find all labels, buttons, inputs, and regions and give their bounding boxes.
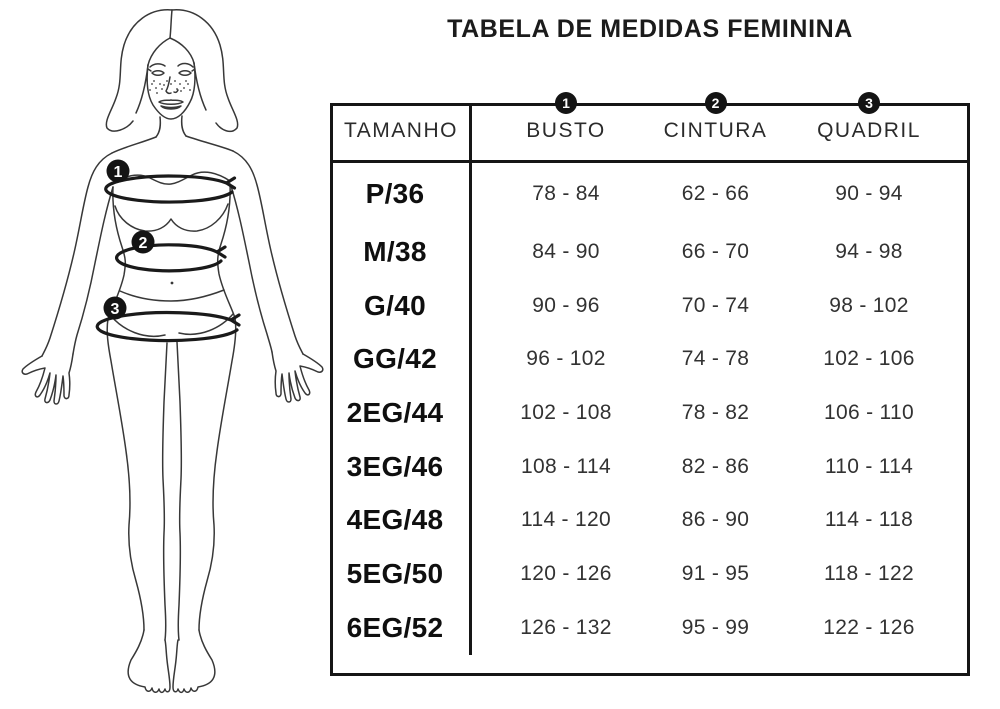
female-figure-illustration: 1 2 3 <box>21 9 324 694</box>
measurement-value: 102 - 108 <box>520 400 612 424</box>
measurement-value: 96 - 102 <box>526 347 606 371</box>
column-header-quadril: 3 QUADRIL <box>771 92 967 163</box>
measurement-value: 82 - 86 <box>681 454 750 478</box>
measurement-value: 95 - 99 <box>681 615 750 639</box>
measurement-value: 90 - 94 <box>835 182 903 205</box>
measurement-value: 94 - 98 <box>835 239 903 263</box>
measurement-value: 70 - 74 <box>681 293 750 317</box>
page-title: TABELA DE MEDIDAS FEMININA <box>447 15 853 43</box>
measurement-value: 106 - 110 <box>824 400 914 424</box>
size-label: G/40 <box>333 278 472 333</box>
size-label: M/38 <box>333 225 472 279</box>
hip-measure-ring <box>95 310 241 343</box>
measurement-value: 126 - 132 <box>520 615 612 639</box>
measurement-value: 118 - 122 <box>824 561 914 585</box>
measurement-value: 74 - 78 <box>681 347 750 371</box>
column-label-cintura: CINTURA <box>663 119 768 142</box>
column-label-busto: BUSTO <box>526 119 606 142</box>
size-table: TAMANHO 1 BUSTO 2 CINTURA 3 QUADRIL P/36… <box>330 92 970 676</box>
arrow-icon <box>229 313 241 327</box>
measurement-value: 78 - 84 <box>532 182 600 205</box>
body-measurement-figure: 1 2 3 <box>0 0 330 704</box>
svg-text:2: 2 <box>139 235 148 252</box>
column-header-cintura: 2 CINTURA <box>660 92 771 163</box>
measurement-value: 108 - 114 <box>521 454 611 478</box>
figure-badge-3: 3 <box>103 296 127 320</box>
svg-text:3: 3 <box>111 301 120 318</box>
measurement-value: 90 - 96 <box>532 293 600 317</box>
waist-measure-ring <box>115 243 227 273</box>
measurement-value: 62 - 66 <box>681 182 750 205</box>
measurement-value: 98 - 102 <box>829 293 909 317</box>
measurement-value: 114 - 118 <box>824 508 914 532</box>
freckles <box>149 80 191 94</box>
svg-text:1: 1 <box>114 164 123 181</box>
size-label: GG/42 <box>333 332 472 387</box>
size-label: P/36 <box>333 163 472 225</box>
figure-badge-2: 2 <box>131 230 155 254</box>
measurement-value: 122 - 126 <box>823 615 915 639</box>
arrow-icon <box>215 245 227 259</box>
measurement-value: 78 - 82 <box>681 400 750 424</box>
arrow-icon <box>224 176 237 190</box>
column-badge-3: 3 <box>858 92 880 114</box>
column-badge-2: 2 <box>704 92 727 114</box>
size-label: 4EG/48 <box>333 493 472 548</box>
column-label-quadril: QUADRIL <box>817 119 921 142</box>
measurement-value: 110 - 114 <box>824 454 914 478</box>
measurement-value: 120 - 126 <box>520 561 612 585</box>
size-label: 2EG/44 <box>333 386 472 440</box>
measurement-value: 86 - 90 <box>681 508 750 532</box>
column-header-busto: 1 BUSTO <box>472 92 660 163</box>
bust-measure-ring <box>104 174 237 204</box>
size-label: 6EG/52 <box>333 600 472 655</box>
size-label: 3EG/46 <box>333 439 472 494</box>
body-outline <box>21 9 324 694</box>
measurement-value: 91 - 95 <box>681 561 750 585</box>
measurement-value: 84 - 90 <box>532 239 600 263</box>
column-badge-1: 1 <box>555 92 577 114</box>
measurement-value: 114 - 120 <box>521 508 611 532</box>
figure-badge-1: 1 <box>106 159 130 183</box>
size-label: 5EG/50 <box>333 547 472 601</box>
measurement-value: 102 - 106 <box>823 347 915 371</box>
column-header-tamanho: TAMANHO <box>333 106 472 163</box>
measurement-value: 66 - 70 <box>681 239 750 263</box>
